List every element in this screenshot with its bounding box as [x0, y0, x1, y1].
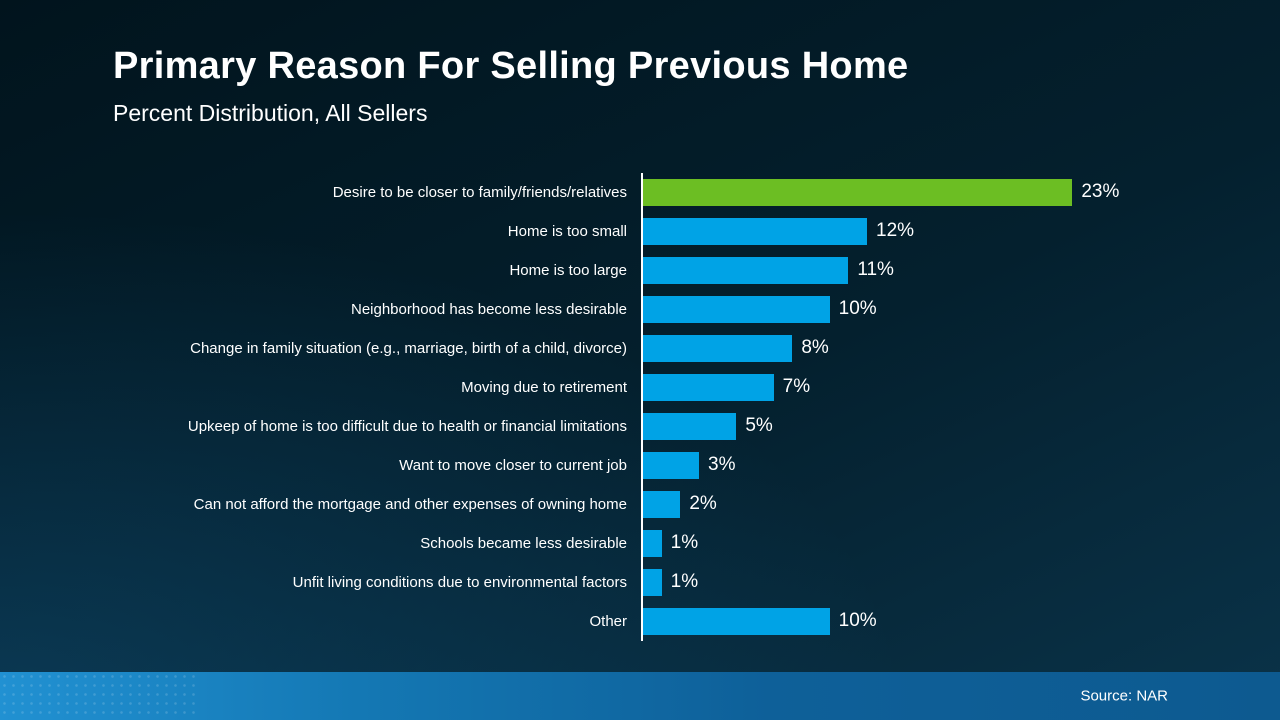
bar-area: 2%	[641, 484, 1203, 524]
chart-row: Moving due to retirement 7%	[113, 367, 1280, 407]
footer-dot-pattern	[0, 672, 200, 720]
category-label: Desire to be closer to family/friends/re…	[332, 183, 627, 201]
chart-row: Other 10%	[113, 601, 1280, 641]
chart-row: Want to move closer to current job 3%	[113, 445, 1280, 485]
category-label: Unfit living conditions due to environme…	[292, 573, 627, 591]
category-label: Moving due to retirement	[461, 378, 627, 396]
value-label: 23%	[1081, 181, 1120, 203]
source-text: Source: NAR	[1080, 687, 1168, 705]
category-label: Want to move closer to current job	[399, 456, 627, 474]
value-label: 8%	[801, 337, 829, 359]
value-label: 2%	[689, 493, 717, 515]
value-label: 10%	[838, 610, 877, 632]
category-label: Change in family situation (e.g., marria…	[190, 339, 627, 357]
chart-row: Home is too small 12%	[113, 211, 1280, 251]
value-label: 5%	[745, 415, 773, 437]
category-label: Home is too large	[509, 261, 627, 279]
value-label: 3%	[708, 454, 736, 476]
category-label: Other	[589, 612, 627, 630]
category-label: Home is too small	[507, 222, 627, 240]
bar	[643, 334, 793, 362]
bar	[643, 295, 830, 323]
value-label: 7%	[782, 376, 811, 398]
bar-area: 1%	[641, 523, 1203, 563]
bar	[643, 529, 662, 557]
bar	[643, 490, 681, 518]
bar	[643, 412, 737, 440]
chart-header: Primary Reason For Selling Previous Home…	[0, 0, 1280, 127]
bar-area: 10%	[641, 601, 1203, 641]
bar-chart: Desire to be closer to family/friends/re…	[113, 172, 1280, 641]
category-label: Schools became less desirable	[420, 534, 627, 552]
footer-band: Source: NAR	[0, 672, 1280, 720]
value-label: 11%	[857, 259, 894, 281]
value-label: 1%	[670, 532, 699, 554]
bar	[643, 217, 867, 245]
page-title: Primary Reason For Selling Previous Home	[113, 45, 909, 87]
bar-area: 12%	[641, 211, 1203, 251]
chart-row: Desire to be closer to family/friends/re…	[113, 172, 1280, 212]
chart-row: Schools became less desirable 1%	[113, 523, 1280, 563]
bar	[643, 178, 1073, 206]
bar	[643, 451, 699, 479]
value-label: 12%	[876, 220, 915, 242]
bar-area: 10%	[641, 289, 1203, 329]
value-label: 10%	[838, 298, 877, 320]
bar-rows: Desire to be closer to family/friends/re…	[113, 172, 1280, 641]
chart-row: Upkeep of home is too difficult due to h…	[113, 406, 1280, 446]
bar-area: 7%	[641, 367, 1203, 407]
value-label: 1%	[670, 571, 699, 593]
bar-area: 1%	[641, 562, 1203, 602]
chart-row: Unfit living conditions due to environme…	[113, 562, 1280, 602]
category-label: Can not afford the mortgage and other ex…	[193, 495, 627, 513]
bar-area: 23%	[641, 172, 1203, 212]
category-label: Upkeep of home is too difficult due to h…	[187, 417, 627, 435]
chart-row: Change in family situation (e.g., marria…	[113, 328, 1280, 368]
chart-row: Neighborhood has become less desirable 10…	[113, 289, 1280, 329]
bar-area: 11%	[641, 250, 1203, 290]
bar	[643, 256, 849, 284]
category-label: Neighborhood has become less desirable	[350, 300, 627, 318]
bar-area: 5%	[641, 406, 1203, 446]
bar	[643, 607, 830, 635]
bar	[643, 373, 774, 401]
bar	[643, 568, 662, 596]
bar-area: 8%	[641, 328, 1203, 368]
bar-area: 3%	[641, 445, 1203, 485]
page-subtitle: Percent Distribution, All Sellers	[113, 99, 428, 126]
chart-row: Can not afford the mortgage and other ex…	[113, 484, 1280, 524]
chart-row: Home is too large 11%	[113, 250, 1280, 290]
